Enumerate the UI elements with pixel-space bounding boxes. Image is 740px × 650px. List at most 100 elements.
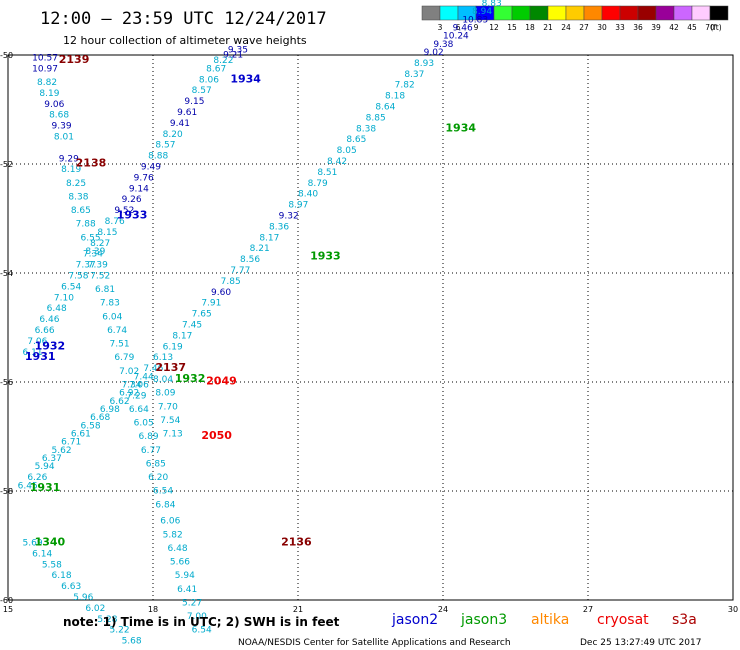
wave-height-value: 7.29 xyxy=(126,391,146,401)
wave-height-value: 8.56 xyxy=(240,255,260,265)
wave-height-value: 7.45 xyxy=(182,321,202,331)
wave-height-value: 8.05 xyxy=(337,146,357,156)
x-tick-label: 24 xyxy=(438,605,448,614)
wave-height-value: 6.37 xyxy=(42,454,62,464)
satellite-legend-s3a: s3a xyxy=(672,612,697,628)
wave-height-value: 5.66 xyxy=(170,558,190,568)
wave-height-value: 7.83 xyxy=(100,299,120,309)
page-title: 12:00 – 23:59 UTC 12/24/2017 xyxy=(40,9,327,29)
wave-height-value: 6.04 xyxy=(102,312,122,322)
colorbar-swatch xyxy=(421,5,441,21)
colorbar-swatch xyxy=(511,5,531,21)
wave-height-value: 9.39 xyxy=(52,122,72,132)
satellite-legend: jason2 jason3 altika cryosat s3a xyxy=(391,612,697,628)
pass-labels: 2139213819331934193219311933193421371932… xyxy=(25,53,476,548)
wave-height-value: 5.68 xyxy=(122,637,142,647)
pass-time-label: 2137 xyxy=(155,361,186,374)
wave-height-value: 9.35 xyxy=(228,45,248,55)
wave-height-value: 6.71 xyxy=(61,438,81,448)
wave-height-value: 8.21 xyxy=(250,244,270,254)
wave-height-value: 8.09 xyxy=(155,389,175,399)
wave-height-value: 6.62 xyxy=(110,397,130,407)
wave-height-value: 8.65 xyxy=(346,135,366,145)
wave-height-value: 5.94 xyxy=(175,571,195,581)
wave-height-value: 6.66 xyxy=(35,326,55,336)
pass-time-label: 2049 xyxy=(206,375,237,388)
colorbar-label: 9 xyxy=(474,23,479,32)
colorbar-legend: 3 6 9 12 15 18 21 24 27 30 33 36 39 42 45 70(ft) xyxy=(421,5,729,32)
wave-height-value: 10.24 xyxy=(443,32,469,42)
wave-height-value: 6.74 xyxy=(107,326,127,336)
wave-height-value: 7.02 xyxy=(119,367,139,377)
pass-time-label: 1340 xyxy=(35,536,66,549)
wave-height-value: 8.76 xyxy=(105,217,125,227)
wave-height-value: 6.48 xyxy=(168,544,188,554)
wave-height-value: 6.41 xyxy=(177,585,197,595)
colorbar-label: 39 xyxy=(651,23,661,32)
wave-height-value: 6.77 xyxy=(141,446,161,456)
wave-height-value: 8.15 xyxy=(97,228,117,238)
axis-tick-labels: 15 18 21 24 27 30 -50 -52 -54 -56 -58 -60 xyxy=(0,51,738,614)
wave-height-value: 7.10 xyxy=(54,293,74,303)
colorbar-swatch xyxy=(565,5,585,21)
wave-height-value: 8.25 xyxy=(66,179,86,189)
wave-height-value: 6.02 xyxy=(85,604,105,614)
wave-height-value: 6.92 xyxy=(119,389,139,399)
x-tick-label: 21 xyxy=(293,605,303,614)
wave-height-value: 8.64 xyxy=(375,103,395,113)
pass-time-label: 1932 xyxy=(35,339,66,352)
wave-height-value: 8.57 xyxy=(155,141,175,151)
wave-height-value: 7.91 xyxy=(201,299,221,309)
colorbar-swatch xyxy=(655,5,675,21)
wave-height-value: 8.22 xyxy=(213,56,233,66)
pass-time-label: 1931 xyxy=(30,481,61,494)
wave-height-value: 5.27 xyxy=(182,598,202,608)
plot-border xyxy=(7,54,734,601)
wave-height-value: 7.06 xyxy=(129,380,149,390)
colorbar-label: 70 xyxy=(705,23,715,32)
wave-height-value: 9.49 xyxy=(141,162,161,172)
wave-height-value: 6.13 xyxy=(153,353,173,363)
satellite-legend-jason2: jason2 xyxy=(391,612,438,628)
wave-height-value: 9.60 xyxy=(211,288,231,298)
pass-time-label: 1933 xyxy=(310,249,341,262)
wave-height-value: 6.89 xyxy=(139,432,159,442)
colorbar-label: 33 xyxy=(615,23,625,32)
wave-height-value: 8.06 xyxy=(199,75,219,85)
wave-height-value: 6.06 xyxy=(160,517,180,527)
wave-height-value: 8.20 xyxy=(163,130,183,140)
wave-height-value: 5.58 xyxy=(42,560,62,570)
colorbar-swatch xyxy=(547,5,567,21)
wave-height-value: 7.65 xyxy=(192,310,212,320)
colorbar-swatch xyxy=(673,5,693,21)
wave-height-value: 7.54 xyxy=(160,416,180,426)
x-tick-label: 15 xyxy=(3,605,13,614)
wave-height-value: 9.41 xyxy=(170,119,190,129)
wave-height-value: 7.52 xyxy=(90,271,110,281)
wave-height-value: 8.19 xyxy=(39,89,59,99)
colorbar-label: 45 xyxy=(687,23,697,32)
wave-height-value: 9.06 xyxy=(44,100,64,110)
plot-area xyxy=(7,54,734,601)
wave-height-value: 8.79 xyxy=(308,179,328,189)
x-tick-label: 27 xyxy=(583,605,593,614)
wave-height-value: 6.55 xyxy=(81,233,101,243)
wave-height-value: 6.61 xyxy=(71,430,91,440)
footer-note: note: 1) Time is in UTC; 2) SWH is in fe… xyxy=(63,615,340,629)
wave-height-value: 9.61 xyxy=(177,108,197,118)
colorbar-swatch xyxy=(601,5,621,21)
wave-height-value: 6.58 xyxy=(81,421,101,431)
wave-height-value: 6.20 xyxy=(148,473,168,483)
wave-height-value: 6.19 xyxy=(163,342,183,352)
wave-height-value: 6.48 xyxy=(47,304,67,314)
wave-height-value: 7.82 xyxy=(395,81,415,91)
wave-height-value: 8.04 xyxy=(153,375,173,385)
wave-height-value: 7.46 xyxy=(143,364,163,374)
colorbar-label: 36 xyxy=(633,23,643,32)
wave-height-value: 8.17 xyxy=(259,233,279,243)
wave-height-value: 8.82 xyxy=(37,78,57,88)
wave-height-value: 8.85 xyxy=(366,113,386,123)
wave-height-value: 6.14 xyxy=(32,549,52,559)
pass-time-label: 1932 xyxy=(175,372,206,385)
